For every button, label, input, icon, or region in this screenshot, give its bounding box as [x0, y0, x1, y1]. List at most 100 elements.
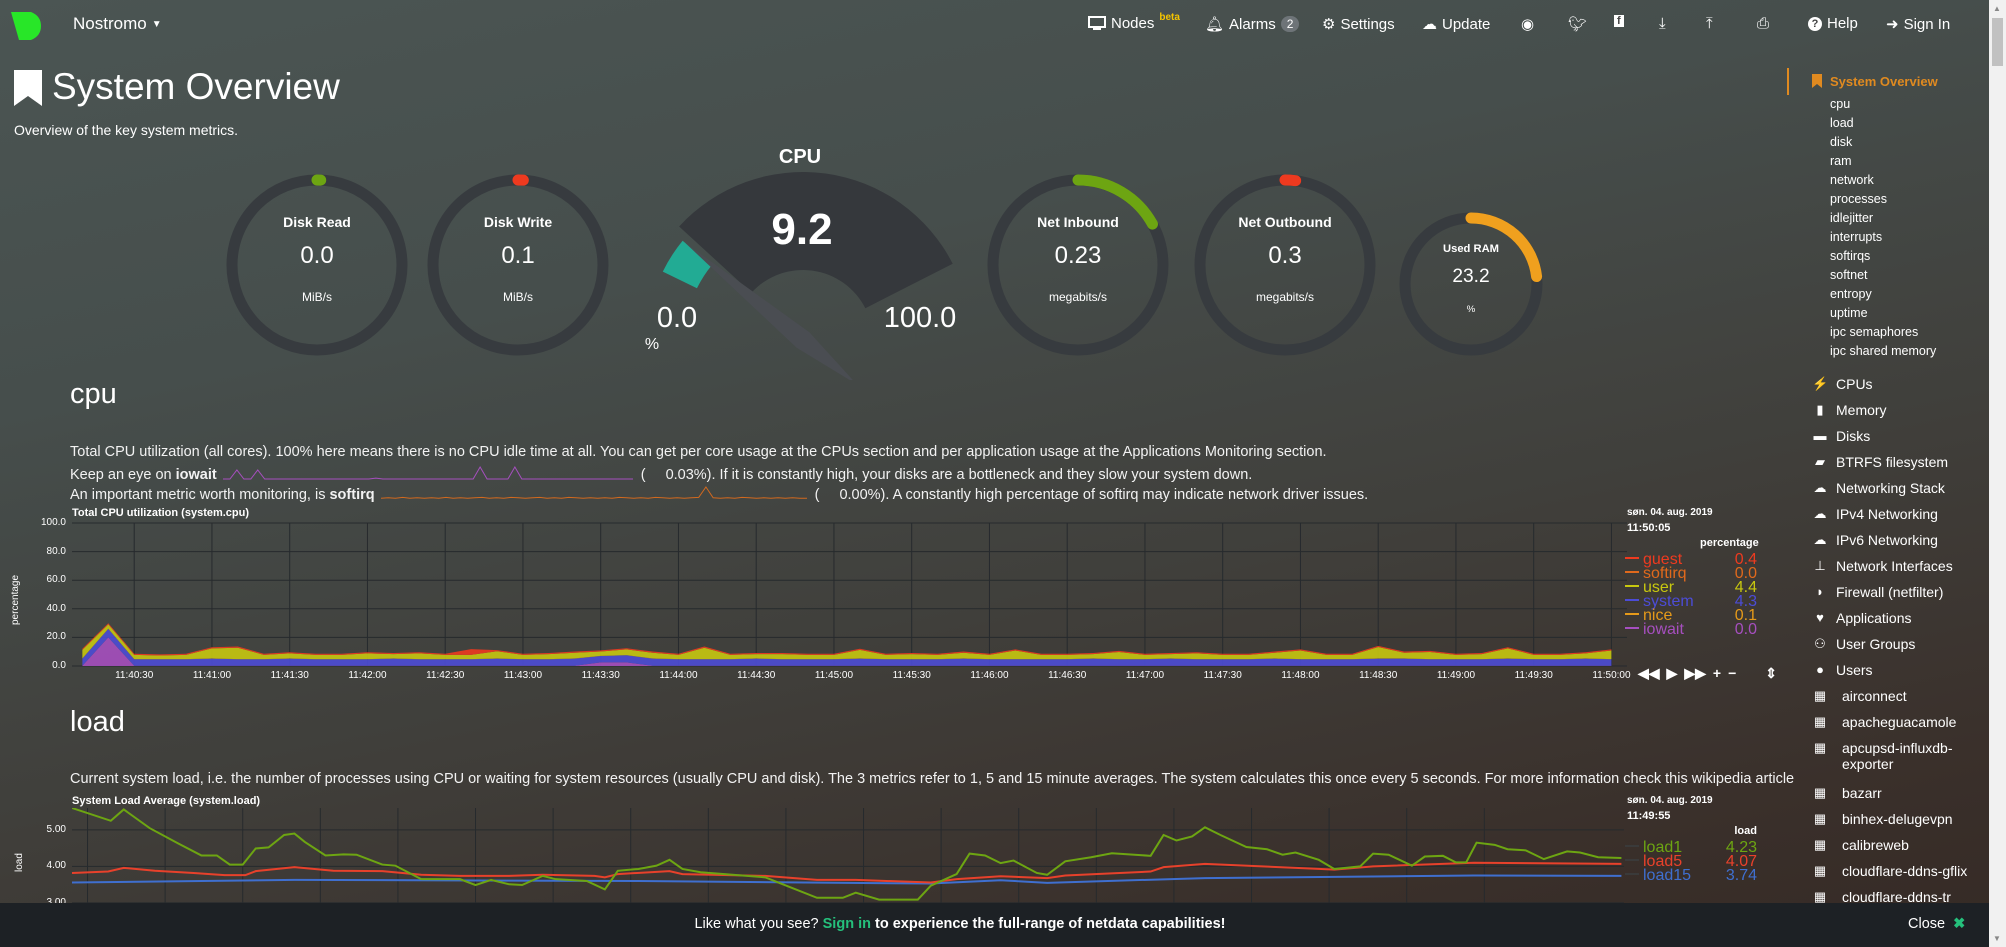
zoom-out-icon[interactable]: − — [1728, 665, 1737, 681]
sidebar-subitem[interactable]: load — [1830, 116, 1854, 130]
sidebar-item[interactable]: ▦ apacheguacamole — [1812, 714, 1982, 730]
sidebar-subitem[interactable]: uptime — [1830, 306, 1868, 320]
nav-nodes[interactable]: Nodes beta — [1088, 12, 1180, 32]
grid-icon: ▦ — [1813, 837, 1827, 852]
legend-item-softirq[interactable]: softirq 0.0 — [1625, 565, 1757, 582]
grid-icon: ▦ — [1813, 785, 1827, 800]
sidebar-item[interactable]: ▬ Disks — [1812, 428, 1982, 444]
text: An important metric worth monitoring, is — [70, 487, 330, 503]
x-tick-label: 11:47:00 — [1125, 670, 1165, 681]
x-tick-label: 11:45:00 — [814, 670, 854, 681]
y-tick-label: 5.00 — [46, 823, 66, 835]
node-selector[interactable]: Nostromo ▼ — [73, 14, 162, 34]
sidebar-item[interactable]: ⚡ CPUs — [1812, 376, 1982, 392]
legend-name: load1 — [1643, 839, 1683, 856]
resize-icon[interactable]: ⇕ — [1765, 665, 1777, 681]
netdata-logo-icon[interactable] — [11, 12, 43, 40]
scroll-down-icon[interactable]: ▼ — [1993, 934, 2001, 943]
sidebar-subitem[interactable]: ram — [1830, 154, 1852, 168]
play-icon[interactable]: ▶ — [1666, 665, 1678, 681]
sidebar-item[interactable]: ☁ IPv4 Networking — [1812, 506, 1982, 522]
x-tick-label: 11:48:00 — [1281, 670, 1320, 681]
cpu-legend-units: percentage — [1700, 537, 1759, 549]
sidebar-item[interactable]: ◗ Firewall (netfilter) — [1812, 584, 1982, 600]
sidebar-item[interactable]: ● Users — [1812, 662, 1982, 678]
sidebar-item[interactable]: ▦ cloudflare-ddns-tr — [1812, 889, 1982, 905]
load-description: Current system load, i.e. the number of … — [70, 771, 1795, 787]
gauge-fill — [1465, 212, 1543, 283]
sidebar-item[interactable]: ▦ bazarr — [1812, 785, 1982, 801]
legend-swatch — [1625, 873, 1639, 875]
scrollbar-thumb[interactable] — [1992, 18, 2003, 66]
sidebar-item[interactable]: ▦ airconnect — [1812, 688, 1982, 704]
zoom-in-icon[interactable]: + — [1712, 665, 1722, 681]
sidebar-subitem[interactable]: cpu — [1830, 97, 1851, 111]
legend-item-load5[interactable]: load5 4.07 — [1625, 853, 1757, 870]
sidebar-item[interactable]: ♥ Applications — [1812, 610, 1982, 626]
sidebar-subitem[interactable]: ipc shared memory — [1830, 344, 1937, 358]
legend-swatch — [1625, 627, 1639, 629]
sidebar-item[interactable]: ▰ BTRFS filesystem — [1812, 454, 1982, 470]
sidebar-item-system-overview[interactable]: System Overview — [1812, 74, 1938, 89]
sidebar-item[interactable]: ▦ apcupsd-influxdb-exporter — [1812, 740, 1982, 772]
sidebar-subitem[interactable]: network — [1830, 173, 1874, 187]
gauge-fill — [1072, 174, 1158, 230]
sidebar-item[interactable]: ☁ IPv6 Networking — [1812, 532, 1982, 548]
sidebar-item[interactable]: ☁ Networking Stack — [1812, 480, 1982, 496]
sidebar-subitem[interactable]: interrupts — [1830, 230, 1883, 244]
rewind-icon[interactable]: ◀◀ — [1638, 665, 1660, 681]
close-banner-button[interactable]: Close ✖ — [1908, 916, 1965, 932]
sitemap-icon: ⊥ — [1814, 558, 1826, 573]
legend-item-system[interactable]: system 4.3 — [1625, 593, 1757, 610]
sign-in-banner: Like what you see? Sign in to experience… — [0, 903, 1989, 947]
fast-forward-icon[interactable]: ▶▶ — [1684, 665, 1706, 681]
text: ( — [814, 487, 820, 503]
bookmark-icon — [1812, 74, 1822, 88]
twitter-button[interactable]: 🐦︎ — [1568, 15, 1587, 33]
softirq-label: softirq — [329, 487, 375, 503]
legend-name: softirq — [1643, 565, 1687, 582]
legend-item-iowait[interactable]: iowait 0.0 — [1625, 621, 1757, 638]
sidebar-item[interactable]: ▦ binhex-delugevpn — [1812, 811, 1982, 827]
nav-alarms[interactable]: 🔔︎ Alarms 2 — [1205, 15, 1300, 33]
iowait-value-text: 0.03%). If it is constantly high, your d… — [665, 467, 1253, 483]
nav-settings[interactable]: ⚙ Settings — [1322, 15, 1395, 34]
cpu-chart-ylabel: percentage — [10, 574, 21, 625]
sidebar-subitem[interactable]: softnet — [1830, 268, 1868, 282]
download-button[interactable]: ⤓ — [1659, 15, 1666, 32]
shield-icon: ◗ — [1816, 584, 1824, 599]
sidebar-item[interactable]: ⚇ User Groups — [1812, 636, 1982, 652]
nav-update[interactable]: ☁ Update — [1422, 15, 1490, 34]
cpu-chart-plot[interactable] — [72, 522, 1627, 667]
scroll-up-icon[interactable]: ▲ — [1993, 4, 2001, 13]
sidebar-item[interactable]: ▦ cloudflare-ddns-gflix — [1812, 863, 1982, 879]
print-button[interactable]: ⎙ — [1757, 15, 1769, 32]
sidebar-subitem[interactable]: softirqs — [1830, 249, 1871, 263]
sidebar-subitem[interactable]: processes — [1830, 192, 1887, 206]
cpu-gauge-background — [679, 172, 953, 309]
legend-item-nice[interactable]: nice 0.1 — [1625, 607, 1757, 624]
load-legend-time: 11:49:55 — [1627, 810, 1671, 822]
sidebar-label: Users — [1836, 662, 1873, 678]
sign-in-link[interactable]: Sign in — [822, 916, 871, 932]
github-button[interactable]: ◉ — [1521, 15, 1534, 33]
sidebar-subitem[interactable]: idlejitter — [1830, 211, 1874, 225]
nav-sign-in[interactable]: ➜ Sign In — [1886, 15, 1950, 34]
sidebar-item[interactable]: ▮ Memory — [1812, 402, 1982, 418]
legend-item-load1[interactable]: load1 4.23 — [1625, 839, 1757, 856]
sidebar-item[interactable]: ⊥ Network Interfaces — [1812, 558, 1982, 574]
legend-item-guest[interactable]: guest 0.4 — [1625, 551, 1757, 568]
facebook-button[interactable]: f — [1614, 15, 1624, 27]
upload-button[interactable]: ⤒ — [1706, 15, 1713, 32]
sidebar-item[interactable]: ▦ calibreweb — [1812, 837, 1982, 853]
sidebar-label: User Groups — [1836, 636, 1916, 652]
page-scrollbar[interactable]: ▲ ▼ — [1989, 0, 2006, 947]
legend-item-load15[interactable]: load15 3.74 — [1625, 867, 1757, 884]
github-icon: ◉ — [1521, 16, 1535, 33]
nav-help[interactable]: ? Help — [1808, 15, 1858, 32]
sidebar-subitem[interactable]: ipc semaphores — [1830, 325, 1919, 339]
y-tick-label: 100.0 — [40, 517, 66, 528]
legend-item-user[interactable]: user 4.4 — [1625, 579, 1757, 596]
sidebar-subitem[interactable]: disk — [1830, 135, 1853, 149]
sidebar-subitem[interactable]: entropy — [1830, 287, 1872, 301]
